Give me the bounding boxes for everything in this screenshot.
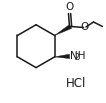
Text: NH: NH bbox=[70, 51, 86, 61]
Text: 2: 2 bbox=[75, 53, 80, 63]
Polygon shape bbox=[55, 25, 72, 35]
Text: O: O bbox=[65, 2, 74, 12]
Text: HCl: HCl bbox=[66, 77, 86, 90]
Text: O: O bbox=[80, 22, 89, 32]
Polygon shape bbox=[55, 54, 70, 59]
